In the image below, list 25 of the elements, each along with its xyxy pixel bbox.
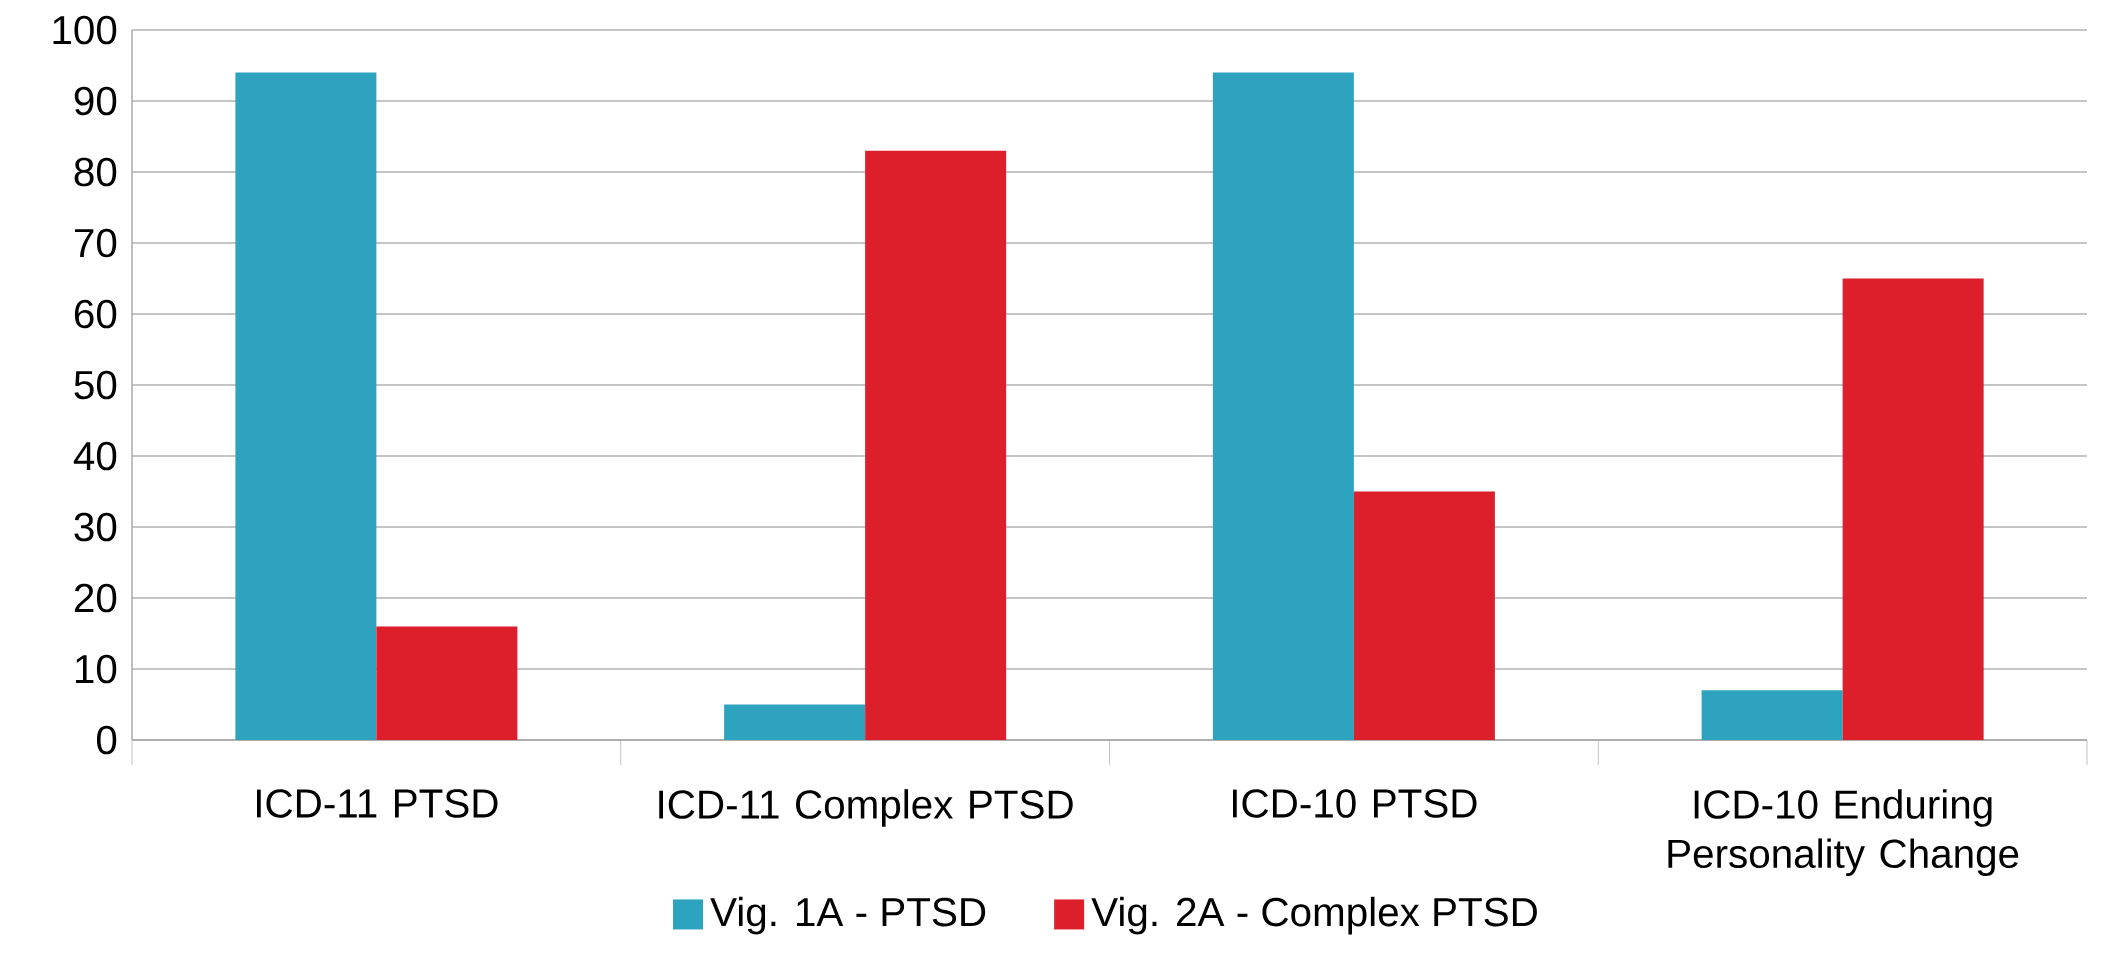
bar: [376, 626, 518, 740]
bar: [235, 72, 377, 740]
bar: [865, 150, 1007, 740]
y-tick-label: 20: [74, 583, 117, 613]
y-tick-label: 60: [74, 299, 117, 329]
bar: [1353, 491, 1495, 740]
y-tick-label: 40: [73, 441, 117, 471]
bar: [724, 704, 866, 740]
bar: [1701, 690, 1843, 740]
x-tick-label: ICD-11 PTSD: [256, 789, 498, 818]
bar: [1212, 72, 1354, 740]
y-tick-label: 30: [74, 512, 117, 542]
y-tick-label: 90: [74, 86, 117, 116]
y-tick-label: 100: [53, 15, 117, 45]
y-tick-label: 10: [75, 654, 117, 684]
x-tick-label: ICD-10 PTSD: [1232, 789, 1477, 818]
legend-label: Vig. 1A - PTSD: [710, 896, 986, 935]
bar: [1842, 278, 1984, 740]
x-tick-label: ICD-10 Enduring Personality Change: [1668, 789, 2019, 877]
legend-label: Vig. 2A - Complex PTSD: [1091, 896, 1537, 935]
y-tick-label: 0: [96, 725, 117, 755]
y-tick-label: 80: [74, 157, 117, 187]
x-tick-label: ICD-11 Complex PTSD: [659, 789, 1073, 827]
y-tick-label: 70: [74, 228, 117, 258]
y-tick-label: 50: [74, 370, 117, 400]
